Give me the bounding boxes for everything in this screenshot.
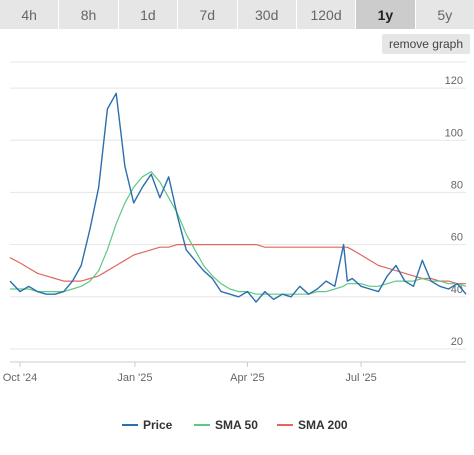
price-chart: 20 40 60 80 100 120 Oct '24 Jan '25 Apr '25 Jul … — [3, 61, 467, 432]
tab-120d[interactable]: 120d — [296, 0, 356, 29]
y-tick-label: 120 — [445, 75, 463, 87]
y-tick-label: 60 — [451, 232, 463, 244]
legend-item-sma-200[interactable]: SMA 200 — [298, 418, 348, 432]
y-tick-label: 40 — [451, 284, 463, 296]
series-line-sma-200 — [9, 244, 466, 285]
tab-4h[interactable]: 4h — [0, 0, 59, 29]
y-tick-label: 100 — [445, 127, 463, 139]
tab-1y[interactable]: 1y — [356, 0, 415, 29]
y-tick-label: 80 — [451, 179, 463, 191]
legend-item-price[interactable]: Price — [143, 418, 173, 432]
x-tick-label: Oct '24 — [3, 372, 38, 384]
x-tick-label: Jan '25 — [117, 372, 152, 384]
series-line-price — [9, 92, 467, 303]
tab-8h[interactable]: 8h — [59, 0, 118, 29]
tab-5y[interactable]: 5y — [415, 0, 474, 29]
timeframe-tabs: 4h 8h 1d 7d 30d 120d 1y 5y — [0, 0, 474, 29]
y-tick-label: 20 — [451, 336, 463, 348]
legend-item-sma-50[interactable]: SMA 50 — [215, 418, 258, 432]
remove-graph-button[interactable]: remove graph — [381, 34, 470, 54]
tab-1d[interactable]: 1d — [118, 0, 178, 29]
tab-7d[interactable]: 7d — [178, 0, 237, 29]
x-tick-label: Jul '25 — [345, 372, 376, 384]
x-tick-label: Apr '25 — [230, 372, 265, 384]
tab-30d[interactable]: 30d — [237, 0, 296, 29]
series-line-sma-50 — [10, 170, 467, 295]
